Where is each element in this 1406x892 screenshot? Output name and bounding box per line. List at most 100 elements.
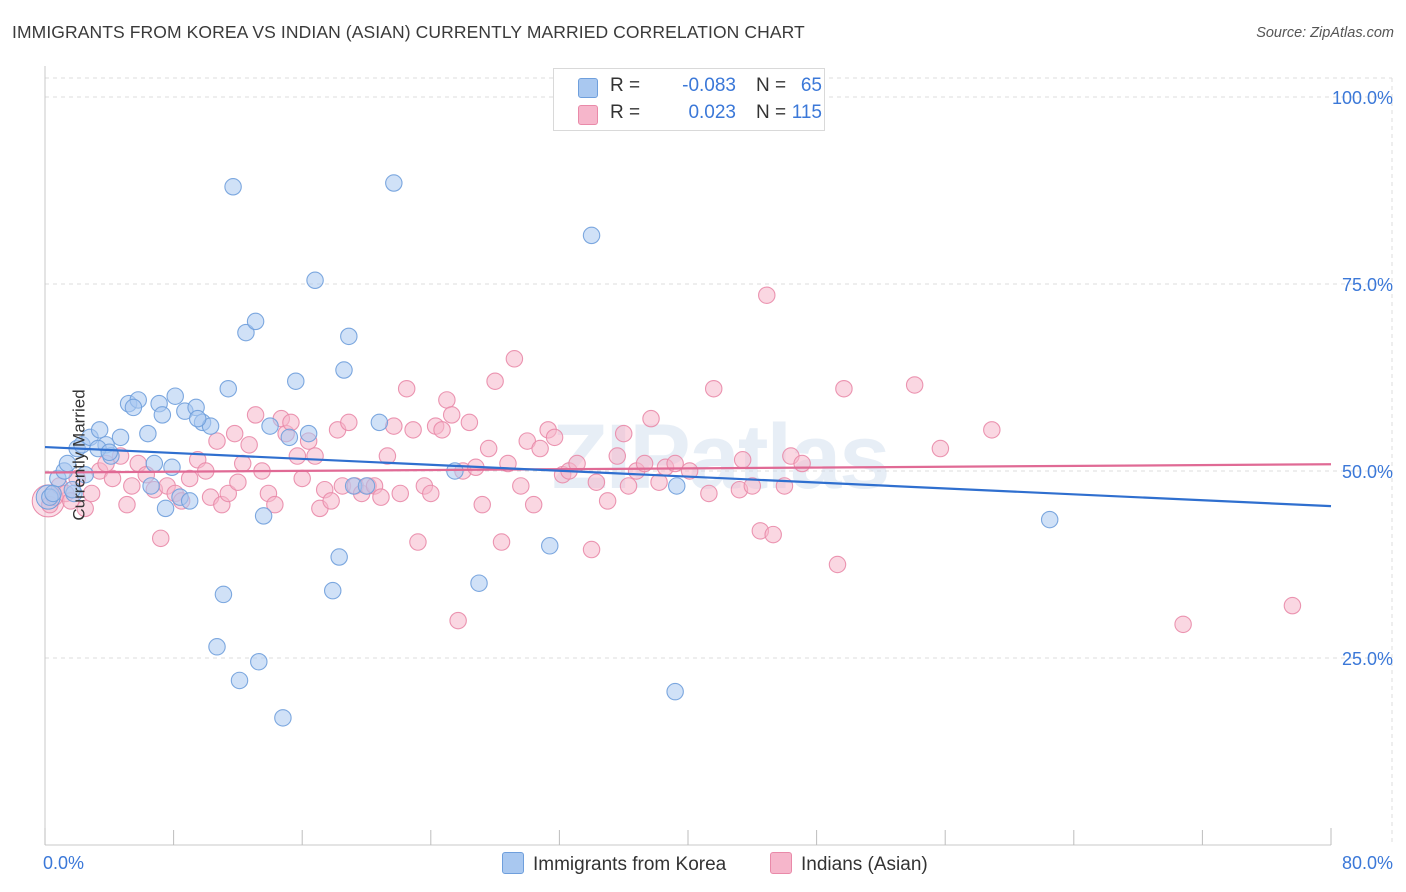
legend-item-korea: Immigrants from Korea: [502, 852, 726, 876]
indian-point: [391, 484, 410, 503]
indian-point: [422, 484, 440, 503]
indian-point: [598, 492, 617, 510]
indian-point: [524, 495, 543, 514]
korea-point: [156, 499, 175, 518]
indian-point: [340, 413, 358, 432]
x-tick-label-max: 80.0%: [1342, 853, 1393, 873]
legend-row-korea: R = -0.083 N = 65: [576, 75, 822, 99]
korea-point: [153, 406, 172, 424]
indian-point: [208, 432, 226, 450]
indian-point: [1283, 596, 1302, 615]
indian-point: [764, 525, 782, 544]
r-label: R =: [610, 102, 641, 123]
indian-point: [123, 477, 141, 495]
indian-point: [385, 417, 403, 435]
indian-point: [473, 495, 491, 514]
indian-point: [700, 484, 718, 503]
trend-lines: [44, 445, 1332, 508]
korea-point: [274, 709, 292, 727]
n-label: N =: [756, 102, 787, 123]
korea-point: [470, 574, 488, 592]
indian-point: [931, 439, 950, 458]
indian-point: [378, 447, 397, 465]
y-tick-label: 100.0%: [1332, 88, 1393, 108]
indian-point: [219, 484, 238, 503]
indian-point: [486, 372, 504, 390]
korea-point: [287, 372, 305, 390]
indian-point: [233, 454, 252, 473]
korea-point: [145, 454, 164, 473]
indian-point: [582, 540, 601, 559]
x-tick-label-min: 0.0%: [43, 853, 84, 873]
indian-point: [983, 421, 1001, 439]
indian-point: [512, 477, 530, 495]
indian-point: [229, 473, 247, 491]
korea-point: [188, 409, 207, 428]
korea-point: [299, 424, 318, 443]
indian-point: [397, 379, 416, 398]
indian-point: [322, 492, 340, 510]
r-value: 0.023: [688, 102, 736, 123]
korea-point: [1040, 510, 1059, 529]
indian-point: [442, 406, 461, 424]
korea-point: [306, 271, 324, 290]
indian-point: [1174, 615, 1192, 634]
indian-point: [288, 447, 307, 465]
indian-point: [82, 484, 101, 503]
y-tick-label: 50.0%: [1342, 462, 1393, 482]
indian-point: [545, 428, 564, 447]
korea-point: [139, 424, 157, 443]
indian-point: [118, 495, 136, 514]
korea-point: [166, 387, 184, 405]
n-value: 115: [791, 102, 822, 123]
korea-point: [541, 537, 559, 555]
korea-point: [280, 428, 299, 447]
korea-point: [230, 671, 249, 690]
korea-point: [214, 585, 233, 604]
indian-point: [492, 533, 511, 551]
axes: [44, 66, 1332, 846]
indian-point: [372, 488, 390, 506]
indian-point: [642, 409, 660, 428]
indian-point: [282, 413, 300, 432]
indian-point: [293, 469, 311, 488]
indian-point: [306, 447, 324, 465]
indian-legend-label: Indians (Asian): [801, 854, 928, 875]
korea-point: [335, 361, 353, 379]
indian-point: [433, 421, 451, 439]
indian-point: [758, 286, 776, 304]
indian-point: [608, 447, 627, 465]
korea-point: [100, 443, 119, 462]
indian-point: [704, 379, 723, 398]
indian-point: [180, 469, 199, 488]
indian-point: [619, 477, 638, 495]
correlation-legend: R = -0.083 N = 65 R = 0.023 N = 115: [553, 68, 825, 131]
indian-point: [793, 454, 811, 473]
korea-point: [76, 465, 94, 484]
korea-swatch: [578, 78, 598, 98]
indian-point: [835, 379, 853, 398]
korea-point: [357, 477, 376, 495]
korea-point: [330, 548, 348, 566]
n-value: 65: [800, 75, 822, 96]
indian-point: [905, 376, 924, 394]
indian-trend-line: [44, 463, 1332, 474]
korea-point: [667, 477, 686, 495]
korea-point: [250, 652, 268, 671]
indian-point: [518, 432, 536, 450]
n-label: N =: [756, 75, 787, 96]
korea-point: [666, 682, 684, 701]
indian-point: [460, 413, 479, 432]
r-value: -0.083: [682, 75, 736, 96]
source-label: Source: ZipAtlas.com: [1256, 25, 1394, 41]
korea-point: [254, 507, 273, 525]
chart-title: IMMIGRANTS FROM KOREA VS INDIAN (ASIAN) …: [12, 22, 805, 42]
series-immigrants-korea: [35, 174, 1059, 727]
korea-point: [246, 312, 265, 331]
indian-point: [828, 555, 847, 574]
r-label: R =: [610, 75, 641, 96]
y-tick-label: 25.0%: [1342, 649, 1393, 669]
indian-point: [650, 473, 668, 491]
korea-point: [90, 421, 109, 439]
korea-legend-swatch: [502, 852, 524, 874]
